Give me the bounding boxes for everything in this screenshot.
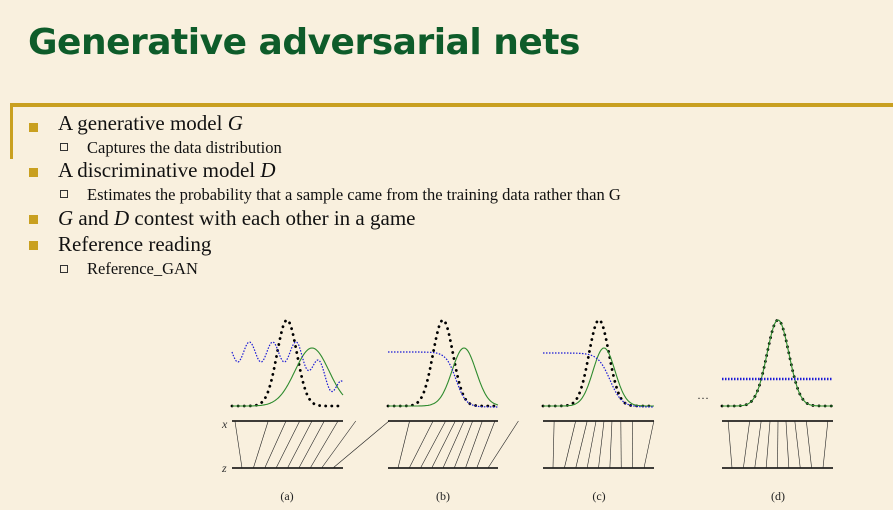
mapping-line (743, 420, 750, 469)
mapping-line (287, 420, 313, 469)
bullet-contest: G and D contest with each other in a gam… (58, 206, 415, 231)
mapping-line (598, 420, 605, 469)
mapping-line (765, 420, 771, 469)
mapping-line (754, 420, 762, 469)
variable-g: G (58, 206, 74, 230)
reference-gan-link[interactable]: Reference_GAN (87, 259, 198, 278)
bullet-discriminative-model: A discriminative model D (58, 158, 276, 183)
mapping-line (431, 420, 456, 469)
mapping-line (727, 420, 733, 469)
mapping-line (298, 420, 325, 469)
bullet-generative-model: A generative model G (58, 111, 243, 136)
data-distribution-curve (230, 318, 345, 408)
ellipsis-text: ··· (697, 391, 709, 405)
mapping-line (643, 420, 655, 469)
sub-bullet-captures: Captures the data distribution (87, 138, 282, 157)
data-distribution-curve (541, 318, 656, 408)
mapping-line (552, 420, 555, 469)
bullet-square-icon (29, 241, 38, 250)
mapping-line (806, 420, 812, 469)
bullet-text: A generative model (58, 111, 228, 135)
hollow-square-icon (60, 265, 68, 273)
mapping-line (309, 420, 339, 469)
mapping-line (234, 420, 243, 469)
mapping-line (476, 420, 496, 469)
variable-d: D (260, 158, 276, 182)
variable-g: G (227, 111, 243, 135)
mapping-line (420, 420, 446, 469)
generator-distribution-curve (543, 347, 654, 407)
mapping-line (264, 420, 287, 469)
mapping-line (275, 420, 300, 469)
z-axis-label: z (221, 461, 227, 475)
bullet-reference-reading: Reference reading (58, 232, 212, 256)
panel-c (541, 318, 656, 469)
title-divider-horizontal (10, 103, 893, 107)
bullet-text: contest with each other in a game (129, 206, 416, 230)
mapping-line (442, 420, 465, 469)
mapping-line (575, 420, 588, 469)
panel-label-a: (a) (280, 489, 293, 503)
panel-label-b: (b) (436, 489, 450, 503)
variable-d: D (114, 206, 130, 230)
mapping-line (822, 420, 829, 469)
x-axis-label: x (221, 417, 228, 431)
mapping-line (586, 420, 597, 469)
mapping-line (564, 420, 576, 469)
panel-d (720, 318, 835, 469)
mapping-line (397, 420, 410, 469)
panel-label-d: (d) (771, 489, 785, 503)
generator-distribution-curve (722, 319, 833, 407)
panel-a (230, 318, 390, 469)
mapping-line (777, 420, 779, 469)
sub-bullet-estimates: Estimates the probability that a sample … (87, 185, 621, 204)
bullet-square-icon (29, 123, 38, 132)
mapping-line (609, 420, 613, 469)
discriminator-curve (388, 351, 498, 408)
hollow-square-icon (60, 190, 68, 198)
mapping-line (465, 420, 483, 469)
slide-title: Generative adversarial nets (28, 22, 580, 63)
mapping-line (408, 420, 434, 469)
bullet-text: A discriminative model (58, 158, 261, 182)
mapping-line (253, 420, 269, 469)
bullet-square-icon (29, 215, 38, 224)
mapping-line (332, 420, 390, 469)
bullet-square-icon (29, 168, 38, 177)
generator-distribution-curve (388, 347, 499, 407)
discriminator-curve (231, 341, 344, 393)
panel-label-c: (c) (592, 489, 605, 503)
mapping-line (321, 420, 357, 469)
generator-distribution-curve (232, 347, 344, 407)
mapping-line (487, 420, 519, 469)
hollow-square-icon (60, 143, 68, 151)
title-divider-vertical (10, 103, 13, 159)
discriminator-curve (543, 352, 654, 408)
data-distribution-curve (720, 318, 835, 408)
panel-b (386, 318, 519, 469)
bullet-text: and (73, 206, 114, 230)
mapping-line (794, 420, 801, 469)
mapping-line (785, 420, 790, 469)
mapping-line (453, 420, 473, 469)
